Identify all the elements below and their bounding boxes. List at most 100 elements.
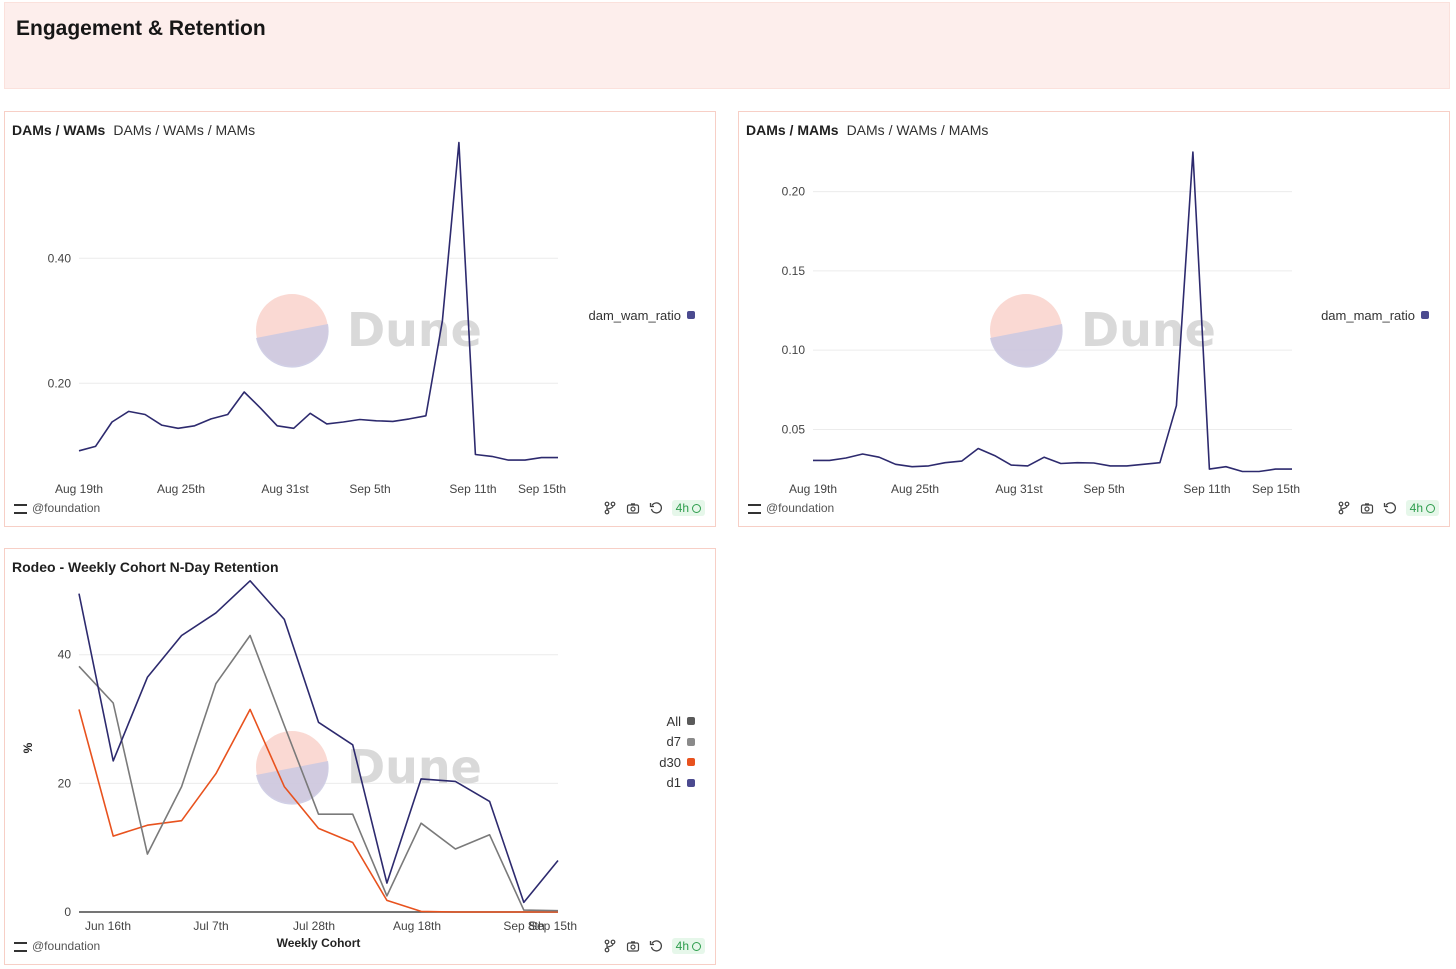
watermark-logo-icon xyxy=(256,324,329,368)
x-tick-label: Jul 28th xyxy=(293,919,335,933)
camera-icon[interactable] xyxy=(1360,501,1374,515)
freshness-text: 4h xyxy=(1409,501,1423,515)
freshness-text: 4h xyxy=(675,939,689,953)
series-line-dam_wam_ratio xyxy=(78,141,558,461)
chart-subtitle: DAMs / WAMs / MAMs xyxy=(846,122,989,138)
x-tick-label: Sep 11th xyxy=(1183,482,1230,496)
chart-subtitle: DAMs / WAMs / MAMs xyxy=(113,122,256,138)
chart-title: Rodeo - Weekly Cohort N-Day Retention xyxy=(12,559,279,575)
freshness-badge: 4h xyxy=(671,500,705,516)
x-tick-label: Sep 11th xyxy=(449,482,496,496)
fork-icon[interactable] xyxy=(603,501,617,515)
series-line-d30 xyxy=(78,708,558,913)
y-axis-title: % xyxy=(21,742,35,753)
x-tick-label: Aug 18th xyxy=(393,919,441,933)
x-tick-label: Sep 5th xyxy=(1083,482,1124,496)
y-tick-label: 0.40 xyxy=(48,251,72,265)
legend-label: d30 xyxy=(659,754,681,770)
chart-title: DAMs / MAMs xyxy=(746,122,839,138)
fork-icon[interactable] xyxy=(1337,501,1351,515)
legend-label: All xyxy=(666,713,681,729)
dashboard-header: Engagement & Retention xyxy=(4,2,1450,89)
x-tick-label: Sep 15th xyxy=(1252,482,1300,496)
card-toolbar: 4h xyxy=(1337,500,1439,516)
watermark-text: Dune xyxy=(1081,303,1216,357)
y-tick-label: 0.10 xyxy=(782,343,806,357)
y-tick-label: 0.20 xyxy=(782,185,806,199)
chart-title: DAMs / WAMs xyxy=(12,122,106,138)
dune-logo-icon xyxy=(14,503,27,514)
refresh-icon[interactable] xyxy=(1383,501,1397,515)
watermark-text: Dune xyxy=(347,740,482,794)
series-line-d7 xyxy=(78,634,559,912)
check-circle-icon xyxy=(1426,503,1435,513)
legend-item[interactable]: dam_wam_ratio xyxy=(588,305,695,326)
x-tick-label: Aug 19th xyxy=(789,482,837,496)
freshness-badge: 4h xyxy=(671,938,705,954)
legend-swatch xyxy=(687,737,695,746)
x-axis-title: Weekly Cohort xyxy=(277,936,361,950)
line-chart: 40 20 0 Dune Jun 16th Jul 7th Jul 28th Aug 18th… xyxy=(21,579,577,950)
watermark-logo-icon xyxy=(990,324,1063,368)
legend-swatch xyxy=(687,758,695,767)
x-tick-label: Aug 19th xyxy=(55,482,103,496)
x-tick-label: Aug 31st xyxy=(261,482,309,496)
owner-handle: @foundation xyxy=(32,501,101,515)
card-title: Rodeo - Weekly Cohort N-Day Retention xyxy=(12,559,279,575)
camera-icon[interactable] xyxy=(626,501,640,515)
check-circle-icon xyxy=(692,941,701,951)
owner-handle: @foundation xyxy=(32,939,101,953)
card-title: DAMs / WAMs DAMs / WAMs / MAMs xyxy=(12,122,255,138)
x-tick-label: Jul 7th xyxy=(193,919,228,933)
card-title: DAMs / MAMs DAMs / WAMs / MAMs xyxy=(746,122,988,138)
dune-logo-icon xyxy=(14,941,27,952)
legend-item[interactable]: d30 xyxy=(659,752,695,773)
legend-swatch xyxy=(687,778,695,787)
legend-label: dam_wam_ratio xyxy=(588,307,682,323)
dune-logo-icon xyxy=(748,503,761,514)
freshness-text: 4h xyxy=(675,501,689,515)
legend-label: d1 xyxy=(666,775,681,791)
refresh-icon[interactable] xyxy=(649,501,663,515)
x-tick-label: Sep 5th xyxy=(349,482,390,496)
card-toolbar: 4h xyxy=(603,500,705,516)
owner-link[interactable]: @foundation xyxy=(14,939,100,953)
legend-item[interactable]: All xyxy=(659,711,695,732)
chart-legend: dam_wam_ratio xyxy=(588,305,695,326)
owner-handle: @foundation xyxy=(766,501,835,515)
card-toolbar: 4h xyxy=(603,938,705,954)
chart-legend: dam_mam_ratio xyxy=(1321,305,1429,326)
legend-item[interactable]: d7 xyxy=(659,732,695,753)
legend-item[interactable]: dam_mam_ratio xyxy=(1321,305,1429,326)
legend-swatch xyxy=(1421,311,1429,320)
series-line-d1 xyxy=(78,579,559,904)
y-tick-label: 40 xyxy=(58,648,72,662)
x-tick-label: Sep 15th xyxy=(518,482,566,496)
owner-link[interactable]: @foundation xyxy=(748,501,834,515)
legend-swatch xyxy=(687,717,695,726)
dune-watermark: Dune xyxy=(990,294,1216,368)
x-tick-label: Aug 25th xyxy=(891,482,939,496)
x-tick-label: Aug 25th xyxy=(157,482,205,496)
page-title: Engagement & Retention xyxy=(16,17,266,40)
x-tick-label: Aug 31st xyxy=(995,482,1043,496)
legend-item[interactable]: d1 xyxy=(659,773,695,794)
check-circle-icon xyxy=(692,503,701,513)
legend-label: dam_mam_ratio xyxy=(1321,307,1415,323)
freshness-badge: 4h xyxy=(1405,500,1439,516)
x-tick-label: Jun 16th xyxy=(85,919,131,933)
chart-legend: All d7 d30 d1 xyxy=(659,711,695,793)
chart-card-dam-mam: DAMs / MAMs DAMs / WAMs / MAMs 0.20 0.15 0.… xyxy=(738,111,1450,527)
camera-icon[interactable] xyxy=(626,939,640,953)
y-tick-label: 0 xyxy=(64,905,71,919)
fork-icon[interactable] xyxy=(603,939,617,953)
line-chart: 0.40 0.20 Dune Aug 19th Aug 25th Aug 31st Sep … xyxy=(48,141,566,496)
y-tick-label: 20 xyxy=(58,776,72,790)
owner-link[interactable]: @foundation xyxy=(14,501,100,515)
line-chart: 0.20 0.15 0.10 0.05 Dune Aug 19th Aug 25th Aug … xyxy=(782,151,1300,496)
legend-swatch xyxy=(687,311,695,320)
y-tick-label: 0.05 xyxy=(782,422,806,436)
refresh-icon[interactable] xyxy=(649,939,663,953)
dune-watermark: Dune xyxy=(256,294,482,368)
x-tick-label: Sep 8th xyxy=(503,919,544,933)
